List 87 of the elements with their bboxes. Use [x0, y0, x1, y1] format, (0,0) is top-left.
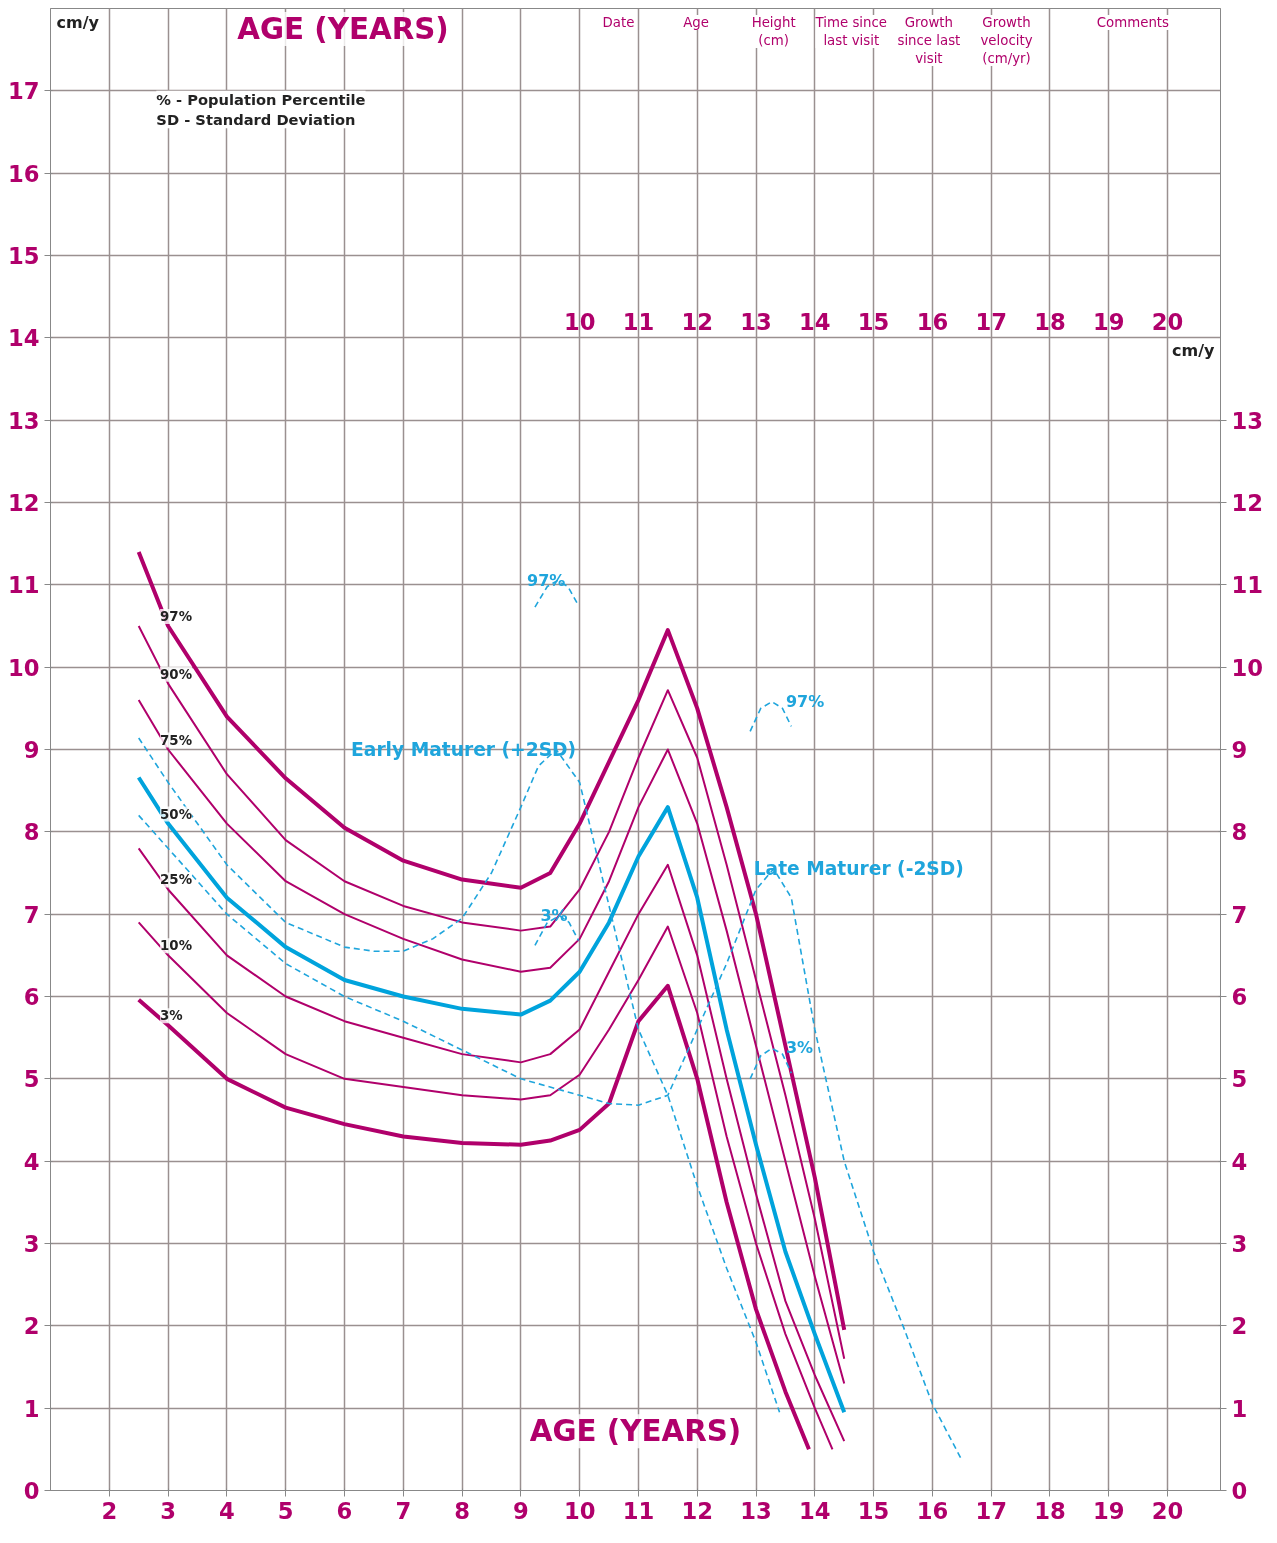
y2-tick-label: 6 [1231, 984, 1248, 1010]
x-tick-label: 18 [1034, 1497, 1066, 1524]
y2-tick-label: 8 [1231, 819, 1248, 846]
annotation: Date [602, 15, 635, 31]
annotation: % - Population Percentile [156, 90, 366, 108]
x2-tick-label: 16 [916, 308, 949, 335]
x2-tick-label: 17 [975, 308, 1007, 335]
y-tick-label: 8 [23, 819, 40, 846]
x2-tick-label: 20 [1151, 308, 1184, 335]
y-tick-label: 13 [7, 407, 40, 434]
series-label: 90% [160, 666, 192, 682]
annotation: Growth since last visit [897, 15, 961, 67]
x2-tick-label: 10 [563, 308, 596, 335]
series-label: 97% [785, 691, 825, 711]
y-tick-label: 6 [23, 984, 40, 1010]
series-label: 50% [160, 806, 192, 822]
y-tick-label: 2 [23, 1313, 40, 1340]
y2-tick-label: 2 [1231, 1313, 1248, 1340]
y2-tick-label: 5 [1231, 1066, 1248, 1093]
y-tick-label: 14 [7, 325, 40, 352]
x-tick-label: 19 [1093, 1497, 1125, 1524]
y2-tick-label: 4 [1231, 1148, 1248, 1175]
y-tick-label: 1 [23, 1395, 40, 1422]
y-tick-label: 5 [23, 1066, 40, 1093]
y2-tick-label: 12 [1231, 490, 1264, 516]
series-label: 3% [785, 1038, 814, 1058]
x-tick-label: 11 [622, 1497, 655, 1524]
series-label: 97% [527, 570, 566, 590]
y-axis-title: cm/y [56, 12, 100, 32]
x2-tick-label: 18 [1034, 308, 1066, 335]
y-tick-label: 10 [7, 654, 40, 681]
x-tick-label: 9 [512, 1497, 529, 1524]
x2-tick-label: 19 [1093, 308, 1125, 335]
y2-tick-label: 7 [1231, 901, 1248, 928]
series-label: Early Maturer (+2SD) [351, 738, 577, 760]
y2-tick-label: 13 [1231, 407, 1264, 434]
x-tick-label: 4 [219, 1497, 235, 1524]
y-tick-label: 17 [7, 78, 40, 105]
series-label: 10% [160, 938, 192, 954]
x-tick-label: 14 [799, 1497, 831, 1524]
series-label: 3% [160, 1008, 183, 1024]
series-label: Late Maturer (-2SD) [753, 857, 964, 879]
x-tick-label: 7 [395, 1497, 412, 1524]
y2-tick-label: 11 [1231, 572, 1264, 599]
x2-tick-label: 13 [740, 308, 772, 335]
x-tick-label: 2 [101, 1497, 118, 1524]
x-tick-label: 12 [681, 1497, 713, 1524]
x-tick-label: 20 [1151, 1497, 1184, 1524]
y-tick-label: 0 [23, 1478, 40, 1504]
y-tick-label: 3 [23, 1231, 40, 1257]
annotation: Height (cm) [751, 15, 796, 49]
series-label: 25% [160, 872, 192, 888]
y2-tick-label: 10 [1231, 654, 1264, 681]
x2-tick-label: 14 [799, 308, 831, 335]
x-axis-title: AGE (YEARS) [529, 1414, 742, 1449]
x2-tick-label: 12 [681, 308, 713, 335]
y2-tick-label: 1 [1231, 1395, 1248, 1422]
x-tick-label: 17 [975, 1497, 1007, 1524]
annotation: SD - Standard Deviation [156, 111, 356, 129]
x-tick-label: 16 [916, 1497, 949, 1524]
x-tick-label: 15 [857, 1497, 890, 1524]
series-label: 75% [160, 732, 192, 748]
series-label: 97% [160, 609, 192, 624]
annotation: Growth velocity (cm/yr) [980, 15, 1033, 67]
y-tick-label: 12 [7, 490, 40, 516]
annotation: Age [683, 15, 709, 31]
x-tick-label: 3 [160, 1497, 176, 1524]
x-tick-label: 13 [740, 1497, 772, 1524]
y-tick-label: 16 [7, 160, 40, 187]
y-tick-label: 15 [7, 243, 40, 269]
y-tick-label: 9 [23, 737, 40, 763]
x-tick-label: 10 [563, 1497, 596, 1524]
annotation: Time since last visit [814, 15, 888, 49]
x2-tick-label: 15 [857, 308, 890, 335]
y-tick-label: 7 [23, 901, 40, 928]
x2-tick-label: 11 [622, 308, 655, 335]
y-tick-label: 11 [7, 572, 40, 599]
y-tick-label: 4 [23, 1148, 40, 1175]
y2-tick-label: 3 [1231, 1231, 1248, 1257]
y2-tick-label: 0 [1231, 1478, 1248, 1504]
x-tick-label: 6 [336, 1497, 353, 1524]
x-tick-label: 8 [454, 1497, 470, 1524]
annotation: Comments [1096, 15, 1170, 31]
x-tick-label: 5 [277, 1497, 294, 1524]
y2-tick-label: 9 [1231, 737, 1248, 763]
y2-axis-title: cm/y [1172, 340, 1216, 360]
chart-title: AGE (YEARS) [237, 12, 449, 47]
